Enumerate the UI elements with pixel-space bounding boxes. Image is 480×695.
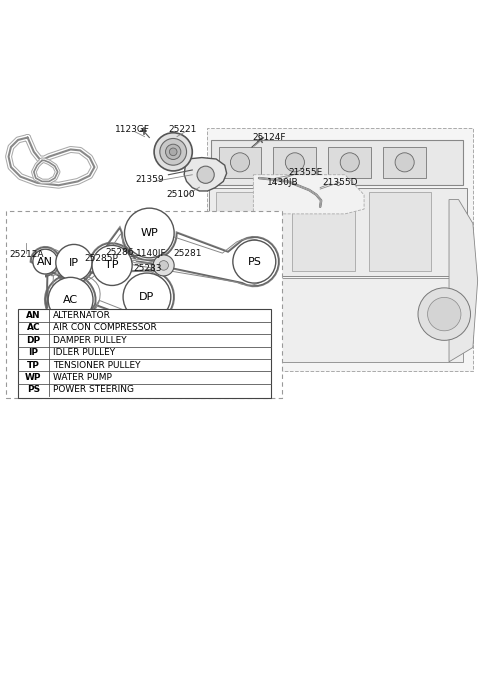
Bar	[211, 278, 463, 362]
Bar	[216, 193, 278, 271]
Text: WP: WP	[141, 228, 158, 238]
Circle shape	[159, 261, 168, 270]
Polygon shape	[449, 199, 478, 362]
Bar	[292, 193, 355, 271]
Text: WP: WP	[25, 373, 42, 382]
Circle shape	[48, 277, 93, 322]
Circle shape	[340, 153, 360, 172]
Circle shape	[197, 166, 214, 183]
Text: IP: IP	[28, 348, 38, 357]
Circle shape	[160, 138, 187, 165]
Text: 25100: 25100	[166, 190, 195, 199]
Bar	[218, 147, 262, 178]
Text: TP: TP	[27, 361, 40, 370]
Text: 25286: 25286	[106, 247, 134, 256]
Polygon shape	[253, 174, 364, 214]
Circle shape	[418, 288, 470, 341]
Text: 1123GF: 1123GF	[115, 125, 150, 134]
Polygon shape	[184, 158, 227, 191]
Text: AC: AC	[26, 323, 40, 332]
Bar	[211, 140, 463, 186]
Text: 25281: 25281	[173, 250, 202, 259]
Text: DP: DP	[26, 336, 40, 345]
Text: 25124F: 25124F	[252, 133, 286, 142]
Text: TENSIONER PULLEY: TENSIONER PULLEY	[53, 361, 141, 370]
Circle shape	[107, 250, 123, 266]
Text: 25283: 25283	[133, 264, 162, 272]
Text: 21355D: 21355D	[323, 179, 358, 188]
Text: AIR CON COMPRESSOR: AIR CON COMPRESSOR	[53, 323, 157, 332]
Text: 1430JB: 1430JB	[267, 179, 299, 188]
Bar	[383, 147, 426, 178]
Circle shape	[169, 148, 177, 156]
Polygon shape	[336, 182, 341, 186]
Text: 25212A: 25212A	[9, 250, 44, 259]
Circle shape	[111, 254, 119, 261]
Circle shape	[166, 144, 181, 159]
Text: 25221: 25221	[168, 125, 197, 134]
Circle shape	[33, 250, 58, 274]
Circle shape	[124, 208, 174, 258]
Circle shape	[154, 133, 192, 171]
Text: IDLER PULLEY: IDLER PULLEY	[53, 348, 116, 357]
Circle shape	[233, 240, 276, 283]
Circle shape	[285, 153, 304, 172]
Bar	[369, 193, 431, 271]
Bar	[328, 147, 371, 178]
Circle shape	[428, 297, 461, 331]
Text: 21355E: 21355E	[289, 168, 323, 177]
Bar	[206, 128, 473, 371]
Text: DP: DP	[139, 292, 155, 302]
Circle shape	[92, 245, 132, 286]
Circle shape	[227, 263, 263, 299]
Polygon shape	[31, 228, 278, 324]
Text: POWER STEERING: POWER STEERING	[53, 386, 134, 395]
Circle shape	[123, 273, 171, 321]
Text: PS: PS	[247, 256, 261, 267]
Circle shape	[395, 153, 414, 172]
FancyBboxPatch shape	[6, 211, 282, 398]
Text: AN: AN	[26, 311, 41, 320]
Text: 21359: 21359	[135, 174, 164, 183]
Text: AN: AN	[37, 256, 53, 267]
Text: DAMPER PULLEY: DAMPER PULLEY	[53, 336, 127, 345]
Text: 25285P: 25285P	[84, 254, 119, 263]
Text: AC: AC	[63, 295, 78, 305]
Text: IP: IP	[69, 258, 79, 268]
Text: WATER PUMP: WATER PUMP	[53, 373, 112, 382]
Text: PS: PS	[27, 386, 40, 395]
Circle shape	[56, 245, 92, 281]
Bar	[209, 188, 467, 276]
Text: TP: TP	[105, 261, 119, 270]
Bar	[274, 147, 316, 178]
Bar	[18, 309, 271, 398]
Circle shape	[230, 153, 250, 172]
Text: 1140JF: 1140JF	[136, 249, 167, 258]
Text: ALTERNATOR: ALTERNATOR	[53, 311, 111, 320]
Polygon shape	[31, 228, 278, 324]
Circle shape	[153, 255, 174, 276]
